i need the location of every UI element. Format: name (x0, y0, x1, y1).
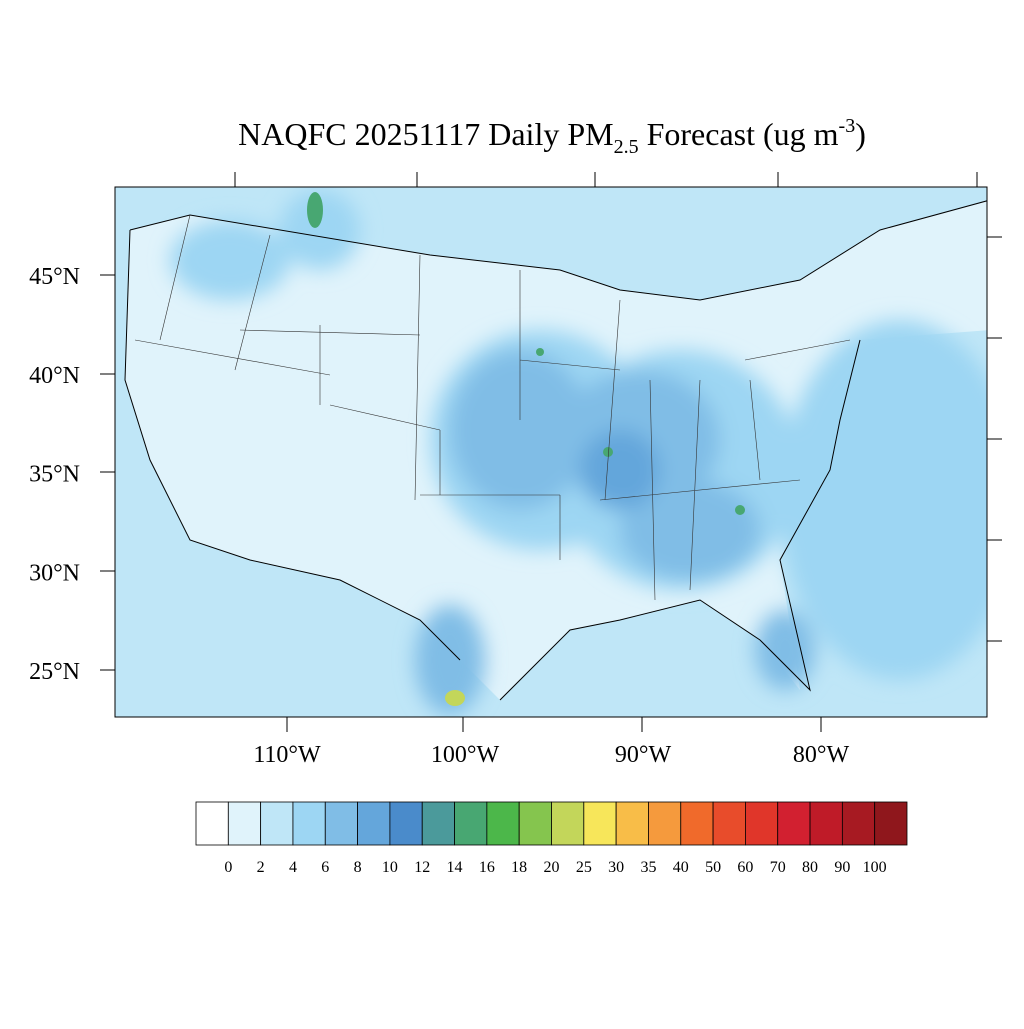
title-superscript: -3 (839, 115, 856, 137)
colorbar-label: 12 (414, 859, 430, 876)
state-borders (134, 214, 851, 601)
colorbar-box (260, 801, 294, 846)
colorbar-label: 20 (544, 859, 560, 876)
colorbar-box (486, 801, 520, 846)
longitude-label: 90°W (615, 742, 672, 768)
colorbar-label: 8 (354, 859, 362, 876)
colorbar-box (292, 801, 326, 846)
colorbar-box (357, 801, 391, 846)
colorbar-box (745, 801, 779, 846)
map-frame (114, 186, 988, 718)
colorbar-label: 0 (224, 859, 232, 876)
colorbar-box (195, 801, 229, 846)
title-text: NAQFC 20251117 Daily PM (238, 116, 613, 152)
colorbar-box (518, 801, 552, 846)
colorbar-box (648, 801, 682, 846)
colorbar-box (615, 801, 649, 846)
colorbar-box (874, 801, 908, 846)
colorbar-box (680, 801, 714, 846)
colorbar-label: 6 (321, 859, 329, 876)
colorbar-label: 70 (770, 859, 786, 876)
colorbar-box (809, 801, 843, 846)
frame-ticks (100, 172, 1002, 732)
latitude-label: 25°N (29, 659, 80, 685)
map-field (115, 187, 987, 717)
colorbar-box (551, 801, 585, 846)
colorbar-label: 35 (640, 859, 656, 876)
colorbar-label: 18 (511, 859, 527, 876)
latitude-label: 40°N (29, 363, 80, 389)
colorbar-label: 10 (382, 859, 398, 876)
colorbar-box (454, 801, 488, 846)
colorbar-label: 40 (673, 859, 689, 876)
colorbar-label: 30 (608, 859, 624, 876)
colorbar-box (227, 801, 262, 846)
title-end: ) (855, 116, 866, 152)
colorbar-label: 80 (802, 859, 818, 876)
latitude-label: 35°N (29, 462, 80, 488)
colorbar-label: 2 (257, 859, 265, 876)
coastline (124, 200, 987, 701)
colorbar-label: 25 (576, 859, 592, 876)
colorbar-label: 50 (705, 859, 721, 876)
colorbar-box (841, 801, 876, 846)
colorbar-box (583, 801, 617, 846)
colorbar-box (389, 801, 423, 846)
colorbar-label: 4 (289, 859, 297, 876)
map-title: NAQFC 20251117 Daily PM2.5 Forecast (ug … (238, 115, 866, 158)
colorbar-box (421, 801, 455, 846)
colorbar-label: 60 (737, 859, 753, 876)
colorbar-label: 90 (834, 859, 850, 876)
colorbar-label: 100 (863, 859, 887, 876)
hotspots (307, 192, 745, 706)
colorbar-label: 16 (479, 859, 495, 876)
title-middle: Forecast (ug m (639, 116, 839, 152)
concentration-areas (170, 190, 987, 715)
latitude-label: 45°N (29, 264, 80, 290)
longitude-label: 80°W (793, 742, 850, 768)
latitude-label: 30°N (29, 560, 80, 586)
colorbar-box (324, 801, 358, 846)
longitude-label: 100°W (431, 742, 500, 768)
colorbar-box (712, 801, 746, 846)
colorbar-label: 14 (447, 859, 463, 876)
longitude-label: 110°W (253, 742, 321, 768)
title-subscript: 2.5 (614, 136, 639, 158)
colorbar-box (777, 801, 811, 846)
